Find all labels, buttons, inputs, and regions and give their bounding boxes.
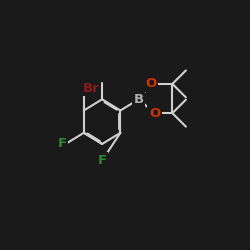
Text: Br: Br xyxy=(83,82,100,95)
Text: O: O xyxy=(146,78,157,90)
Text: B: B xyxy=(134,93,144,106)
Text: O: O xyxy=(149,107,160,120)
Text: F: F xyxy=(58,138,66,150)
Text: F: F xyxy=(98,154,107,167)
